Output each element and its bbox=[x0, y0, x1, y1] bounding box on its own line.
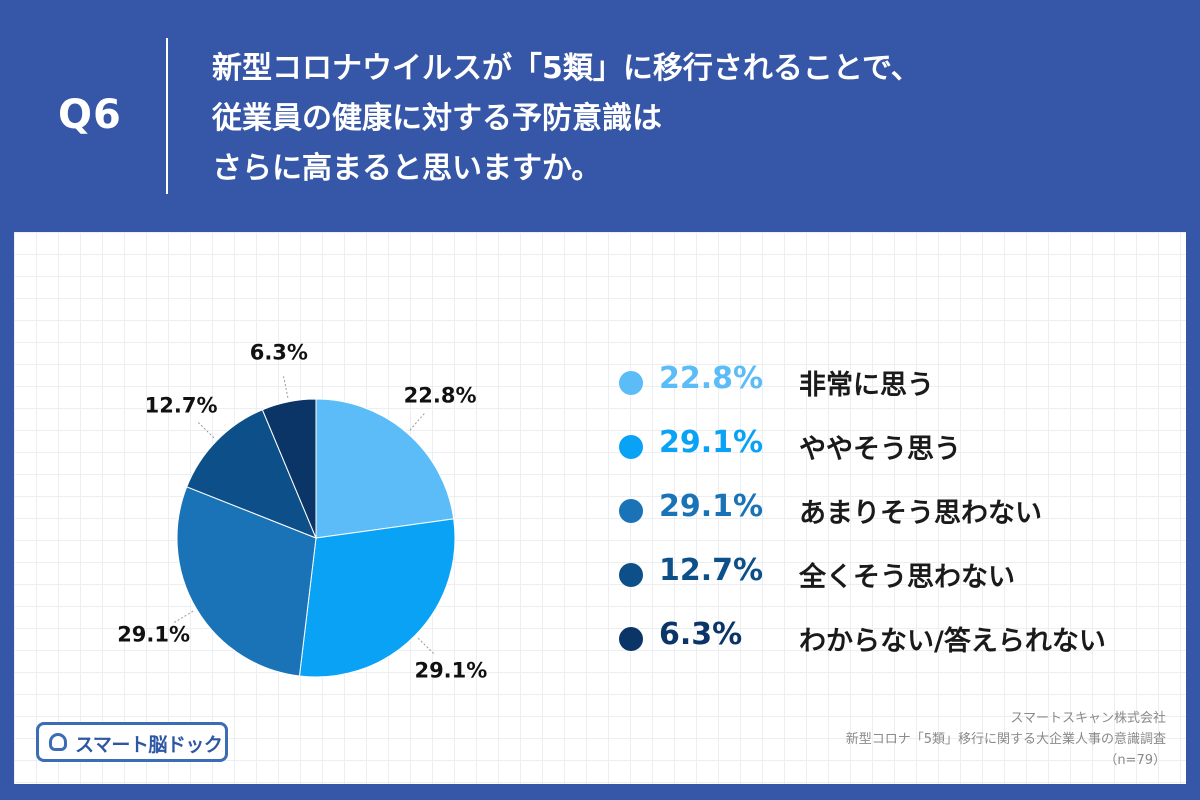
legend-label: 全くそう思わない bbox=[799, 562, 1015, 593]
legend-swatch bbox=[619, 627, 643, 651]
legend-percent: 12.7% bbox=[659, 553, 764, 588]
slice-label: 6.3% bbox=[250, 341, 308, 365]
pie-slice bbox=[186, 409, 317, 539]
legend-label: わからない/答えられない bbox=[799, 626, 1106, 657]
legend-swatch bbox=[619, 435, 643, 459]
legend-percent: 6.3% bbox=[659, 617, 743, 652]
legend-item: 6.3% わからない/答えられない bbox=[619, 615, 1179, 679]
leader-line bbox=[172, 610, 194, 624]
slice-label: 29.1% bbox=[117, 623, 190, 647]
leader-line bbox=[282, 374, 289, 398]
source-survey: 新型コロナ「5類」移行に関する大企業人事の意識調査 bbox=[845, 732, 1166, 747]
legend-label: 非常に思う bbox=[799, 370, 934, 401]
pie-slice bbox=[176, 486, 317, 677]
legend-percent: 22.8% bbox=[659, 361, 764, 396]
legend-item: 29.1% あまりそう思わない bbox=[619, 487, 1179, 551]
pie-chart: 22.8% 29.1% 29.1% 12.7% 6.3% bbox=[117, 341, 487, 683]
brand-logo: スマート脳ドック bbox=[36, 722, 228, 762]
brain-dock-icon bbox=[49, 733, 67, 751]
leader-line bbox=[196, 420, 215, 439]
legend-item: 22.8% 非常に思う bbox=[619, 359, 1179, 423]
header-divider bbox=[166, 38, 168, 194]
slice-label: 12.7% bbox=[145, 394, 218, 418]
legend-percent: 29.1% bbox=[659, 489, 764, 524]
legend-item: 12.7% 全くそう思わない bbox=[619, 551, 1179, 615]
question-line: 従業員の健康に対する予防意識は bbox=[212, 101, 662, 136]
pie-slice bbox=[298, 518, 456, 678]
question-number: Q6 bbox=[58, 92, 122, 138]
leader-line bbox=[417, 637, 436, 656]
slice-label: 22.8% bbox=[404, 383, 477, 407]
leader-line bbox=[409, 411, 427, 431]
logo-text: スマート脳ドック bbox=[75, 734, 223, 756]
chart-panel: 22.8% 29.1% 29.1% 12.7% 6.3% 22.8% 非常に思う 29.… bbox=[14, 232, 1186, 784]
legend-percent: 29.1% bbox=[659, 425, 764, 460]
legend-swatch bbox=[619, 499, 643, 523]
source-company: スマートスキャン株式会社 bbox=[1010, 711, 1166, 726]
legend-swatch bbox=[619, 563, 643, 587]
pie-slice bbox=[315, 398, 455, 539]
legend: 22.8% 非常に思う 29.1% ややそう思う 29.1% あまりそう思わない… bbox=[619, 359, 1179, 679]
legend-label: あまりそう思わない bbox=[799, 498, 1042, 529]
source-note: スマートスキャン株式会社 新型コロナ「5類」移行に関する大企業人事の意識調査 （… bbox=[846, 708, 1166, 771]
legend-item: 29.1% ややそう思う bbox=[619, 423, 1179, 487]
question-text: 新型コロナウイルスが「5類」に移行されることで、 従業員の健康に対する予防意識は… bbox=[212, 44, 1162, 194]
slice-label: 29.1% bbox=[414, 658, 487, 682]
pie-slice bbox=[261, 398, 317, 539]
source-sample: （n=79） bbox=[1104, 753, 1166, 768]
legend-swatch bbox=[619, 371, 643, 395]
question-line: さらに高まると思いますか。 bbox=[212, 151, 602, 186]
legend-label: ややそう思う bbox=[799, 434, 961, 465]
question-header: Q6 新型コロナウイルスが「5類」に移行されることで、 従業員の健康に対する予防… bbox=[0, 0, 1200, 232]
question-line: 新型コロナウイルスが「5類」に移行されることで、 bbox=[212, 51, 921, 86]
